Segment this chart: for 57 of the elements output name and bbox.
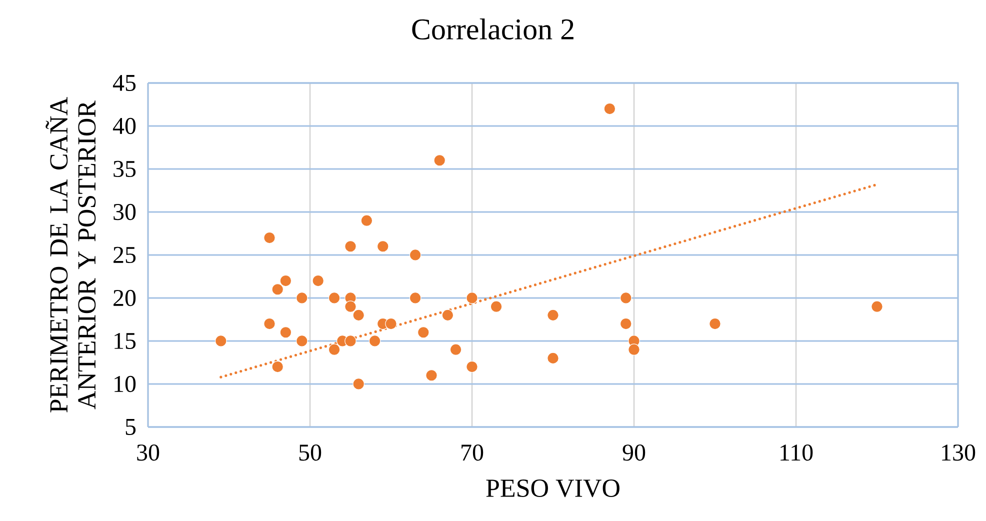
y-tick-label: 35 xyxy=(114,160,136,178)
point xyxy=(215,335,227,347)
point xyxy=(272,283,284,296)
y-tick-label: 10 xyxy=(114,376,136,392)
chart-title: Correlacion 2 xyxy=(412,18,574,40)
y-axis-title: PERIMETRO DE LA CAÑA ANTERIOR Y POSTERIOR xyxy=(46,97,96,412)
x-tick-label: 70 xyxy=(462,444,484,461)
point xyxy=(709,318,721,330)
point xyxy=(272,360,284,373)
point xyxy=(409,292,422,304)
point xyxy=(328,292,340,304)
point xyxy=(547,352,559,364)
point xyxy=(442,309,454,322)
x-tick-label: 130 xyxy=(942,444,976,461)
point xyxy=(344,240,356,252)
point xyxy=(547,309,559,322)
point xyxy=(426,369,438,382)
point xyxy=(450,344,462,356)
x-tick-label: 50 xyxy=(299,444,322,461)
point xyxy=(344,300,356,312)
x-tick-label: 90 xyxy=(622,444,646,461)
point xyxy=(344,335,356,347)
point xyxy=(466,292,478,304)
point xyxy=(296,292,308,304)
point xyxy=(490,300,502,312)
y-tick-label: 20 xyxy=(114,290,136,306)
point xyxy=(280,326,292,338)
point xyxy=(604,102,616,115)
x-axis-title: PESO VIVO xyxy=(486,480,620,498)
point xyxy=(418,326,430,338)
y-tick-label: 30 xyxy=(114,204,136,220)
point xyxy=(280,274,292,287)
point xyxy=(628,344,640,356)
y-tick-label: 5 xyxy=(126,419,136,435)
point xyxy=(620,292,632,304)
point xyxy=(328,344,340,356)
y-tick-label: 45 xyxy=(112,74,136,91)
point xyxy=(409,249,422,261)
point xyxy=(368,335,381,347)
point xyxy=(466,360,478,373)
point xyxy=(264,318,276,330)
point xyxy=(352,309,365,322)
x-tick-label: 30 xyxy=(137,444,160,461)
x-tick-label: 110 xyxy=(780,444,813,461)
point xyxy=(434,154,446,166)
y-tick-label: 40 xyxy=(112,118,136,134)
point xyxy=(871,300,883,312)
point xyxy=(620,318,632,330)
y-tick-label: 15 xyxy=(114,332,136,350)
point xyxy=(296,335,308,347)
point xyxy=(377,240,389,252)
point xyxy=(360,214,373,226)
point xyxy=(352,378,365,390)
y-tick-label: 25 xyxy=(114,246,136,264)
point xyxy=(385,318,397,330)
point xyxy=(264,232,276,244)
point xyxy=(312,274,324,287)
